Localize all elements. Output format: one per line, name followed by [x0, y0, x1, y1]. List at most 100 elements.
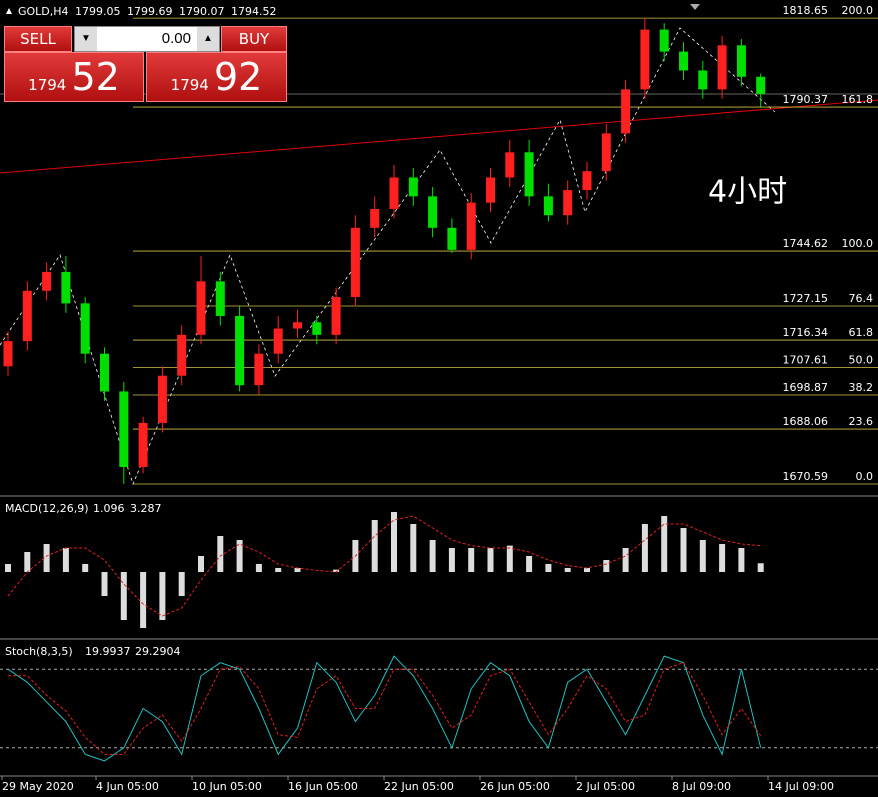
fib-ratio: 161.8	[842, 93, 874, 106]
candle-body	[42, 271, 52, 291]
macd-bar	[719, 544, 726, 572]
macd-bar	[680, 528, 687, 572]
macd-bar	[738, 548, 745, 572]
candle-body	[389, 177, 399, 209]
candle-body	[736, 45, 746, 77]
buy-price[interactable]: 1794 92	[146, 52, 287, 102]
candle-body	[447, 227, 457, 250]
macd-bar	[275, 568, 282, 572]
candle-body	[293, 322, 302, 329]
sell-label: SELL	[20, 30, 56, 48]
candle-body	[582, 171, 592, 191]
fib-ratio: 38.2	[849, 381, 874, 394]
fib-ratio: 23.6	[849, 415, 874, 428]
candle-body	[640, 29, 650, 90]
ohlc-value: 1794.52	[231, 5, 277, 18]
macd-bar	[506, 545, 513, 572]
time-label: 2 Jul 05:00	[576, 780, 635, 793]
macd-bar	[603, 560, 610, 572]
candle-body	[486, 177, 495, 203]
candle-body	[679, 51, 688, 71]
sell-price[interactable]: 1794 52	[4, 52, 144, 102]
candle-body	[157, 375, 167, 423]
sell-button[interactable]: SELL	[4, 26, 72, 52]
candle-body	[119, 391, 129, 467]
timeframe-label: 4小时	[708, 175, 787, 210]
time-label: 26 Jun 05:00	[480, 780, 550, 793]
lot-input[interactable]: ▼ 0.00 ▲	[74, 26, 220, 52]
buy-button[interactable]: BUY	[221, 26, 287, 52]
candle-body	[756, 76, 766, 95]
sell-price-small: 52	[71, 55, 120, 99]
ohlc-value: 1799.69	[127, 5, 173, 18]
candle-body	[601, 133, 611, 172]
macd-bar	[333, 569, 340, 572]
fib-price: 1744.62	[783, 237, 829, 250]
scroll-marker	[690, 4, 700, 10]
stoch-main	[7, 655, 762, 762]
time-label: 14 Jul 09:00	[768, 780, 834, 793]
macd-bar	[43, 544, 50, 572]
candle-body	[215, 281, 225, 316]
fib-ratio: 76.4	[849, 292, 874, 305]
symbol: GOLD,H4	[18, 5, 69, 18]
macd-bar	[448, 548, 455, 572]
candle-body	[563, 190, 573, 216]
candle-body	[138, 422, 148, 467]
candle-body	[273, 328, 283, 354]
candle-body	[698, 70, 708, 90]
buy-price-big: 1794	[170, 76, 209, 94]
candle-body	[235, 315, 245, 386]
candle-body	[254, 353, 264, 386]
sell-price-big: 1794	[28, 76, 67, 94]
stoch-title: Stoch(8,3,5)	[5, 645, 73, 658]
macd-bar	[757, 563, 764, 572]
fib-ratio: 50.0	[849, 354, 874, 367]
candle-body	[370, 208, 380, 228]
macd-bar	[198, 556, 204, 572]
macd-bar	[294, 568, 301, 572]
candle-body	[80, 303, 90, 354]
candle-body	[312, 322, 322, 335]
macd-bar	[371, 520, 378, 572]
candle-body	[3, 341, 13, 367]
lot-value: 0.00	[161, 30, 191, 47]
lot-increase[interactable]: ▲	[197, 27, 219, 51]
macd-bar	[255, 564, 262, 572]
candle-body	[100, 353, 109, 392]
macd-bar	[545, 564, 552, 572]
macd-bar	[526, 556, 533, 572]
trend-line	[0, 99, 878, 174]
time-label: 10 Jun 05:00	[192, 780, 262, 793]
time-label: 29 May 2020	[2, 780, 74, 793]
macd-bar	[82, 564, 89, 572]
fib-ratio: 200.0	[842, 4, 874, 17]
time-label: 4 Jun 05:00	[96, 780, 159, 793]
fib-price: 1818.65	[783, 4, 829, 17]
macd-bar	[641, 524, 648, 572]
candle-body	[61, 271, 71, 304]
macd-bar	[584, 568, 590, 572]
buy-label: BUY	[238, 30, 270, 48]
macd-bar	[24, 552, 31, 572]
candle-body	[331, 297, 341, 335]
macd-bar	[236, 540, 243, 572]
fib-price: 1727.15	[783, 292, 829, 305]
time-label: 8 Jul 09:00	[672, 780, 731, 793]
lot-decrease[interactable]: ▼	[75, 27, 97, 51]
candle-body	[350, 227, 360, 298]
candle-body	[428, 196, 438, 228]
fib-price: 1716.34	[783, 326, 829, 339]
macd-signal	[7, 515, 761, 617]
macd-bar	[622, 548, 629, 572]
stoch-signal	[8, 662, 762, 755]
macd-bar	[62, 548, 69, 572]
macd-bar	[468, 548, 475, 572]
fib-price: 1688.06	[783, 415, 829, 428]
macd-bar	[5, 564, 11, 572]
candle-body	[524, 152, 534, 197]
buy-price-small: 92	[213, 55, 263, 99]
